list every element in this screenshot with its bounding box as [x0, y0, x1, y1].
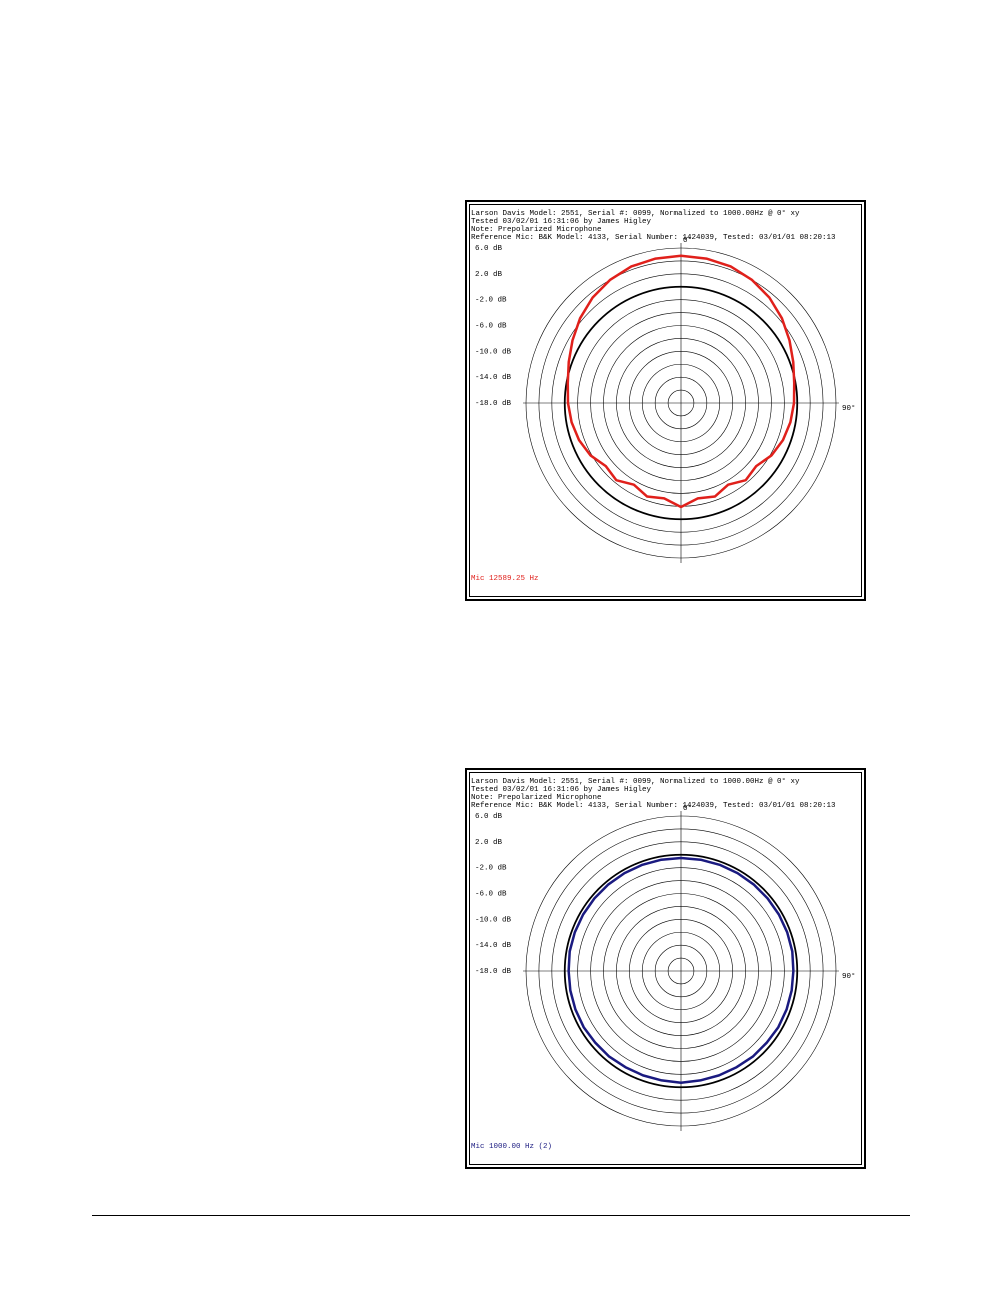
polar-line: [566, 254, 796, 509]
frame-inner: [469, 204, 862, 597]
r-tick-label: 6.0 dB: [475, 813, 503, 821]
polar-line: [567, 856, 795, 1084]
r-tick-label: 2.0 dB: [475, 271, 503, 279]
r-tick-label: 2.0 dB: [475, 839, 503, 847]
header-line: Note: Prepolarized Microphone: [471, 794, 602, 802]
legend-label: Mic 1000.00 Hz (2): [471, 1143, 552, 1151]
r-tick-label: 6.0 dB: [475, 245, 503, 253]
legend-label: Mic 12589.25 Hz: [471, 575, 539, 583]
r-tick-label: -2.0 dB: [475, 297, 507, 305]
angle-label: 0°: [683, 804, 692, 813]
header-line: Tested 03/02/01 16:31:06 by James Higley: [471, 786, 652, 794]
r-tick-label: -6.0 dB: [475, 322, 507, 330]
angle-label: 0°: [683, 236, 692, 245]
header-line: Reference Mic: B&K Model: 4133, Serial N…: [471, 802, 836, 810]
header-line: Larson Davis Model: 2551, Serial #: 0099…: [471, 209, 800, 218]
header-line: Reference Mic: B&K Model: 4133, Serial N…: [471, 234, 836, 242]
angle-label: 90°: [842, 972, 856, 981]
frame: [465, 200, 866, 601]
chart: Larson Davis Model: 2551, Serial #: 0099…: [465, 200, 866, 601]
footer-rule: [92, 1215, 910, 1216]
r-tick-label: -18.0 dB: [475, 400, 512, 408]
frame: [465, 768, 866, 1169]
header-line: Tested 03/02/01 16:31:06 by James Higley: [471, 218, 652, 226]
header-line: Larson Davis Model: 2551, Serial #: 0099…: [471, 777, 800, 786]
r-tick-label: -10.0 dB: [475, 348, 512, 356]
r-tick-label: -14.0 dB: [475, 942, 512, 950]
r-tick-label: -10.0 dB: [475, 916, 512, 924]
header-line: Note: Prepolarized Microphone: [471, 226, 602, 234]
frame-inner: [469, 772, 862, 1165]
r-tick-label: -2.0 dB: [475, 865, 507, 873]
angle-label: 90°: [842, 404, 856, 413]
r-tick-label: -14.0 dB: [475, 374, 512, 382]
r-tick-label: -6.0 dB: [475, 890, 507, 898]
r-tick-label: -18.0 dB: [475, 968, 512, 976]
chart: Larson Davis Model: 2551, Serial #: 0099…: [465, 768, 866, 1169]
